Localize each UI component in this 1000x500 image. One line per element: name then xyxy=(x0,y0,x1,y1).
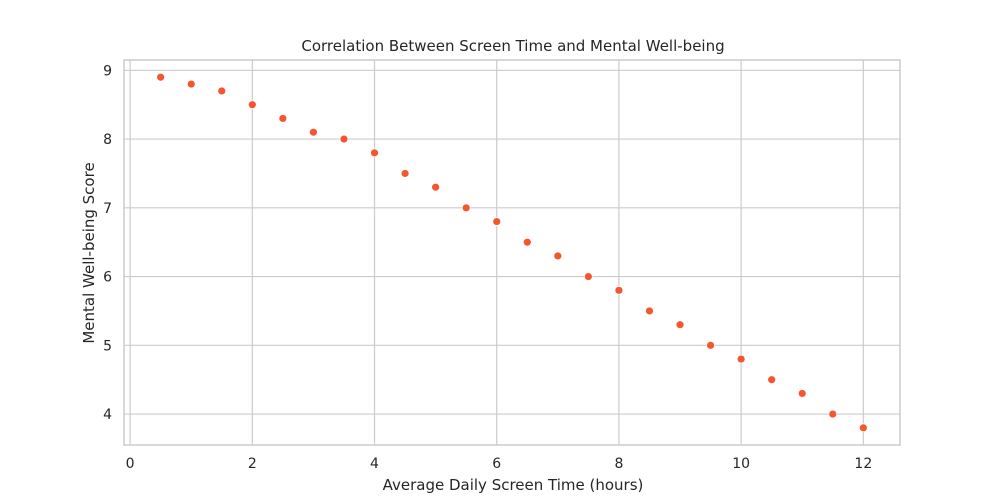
data-point xyxy=(797,389,807,398)
data-point xyxy=(583,272,593,281)
plot-frame xyxy=(123,59,901,446)
x-tick-label: 6 xyxy=(492,456,501,472)
data-point xyxy=(858,423,868,433)
y-tick-labels: 4 5 6 7 8 9 xyxy=(103,63,112,423)
data-point xyxy=(431,182,441,192)
y-tick-label: 8 xyxy=(103,132,112,148)
data-point xyxy=(278,114,288,123)
y-tick-label: 5 xyxy=(103,338,112,354)
data-point xyxy=(522,237,532,247)
chart-title: Correlation Between Screen Time and Ment… xyxy=(301,37,724,55)
data-point xyxy=(553,251,563,261)
data-point xyxy=(461,203,471,213)
y-axis-label: Mental Well-being Score xyxy=(80,162,98,343)
x-tick-label: 8 xyxy=(614,456,623,472)
data-point xyxy=(186,79,196,89)
y-tick-label: 9 xyxy=(103,63,112,79)
data-point xyxy=(767,375,777,385)
x-tick-label: 0 xyxy=(126,456,135,472)
x-tick-label: 10 xyxy=(732,456,750,472)
x-tick-label: 2 xyxy=(248,456,257,472)
x-tick-label: 12 xyxy=(854,456,872,472)
data-points xyxy=(156,72,868,433)
data-point xyxy=(828,409,838,419)
data-point xyxy=(492,217,502,226)
data-point xyxy=(675,320,685,330)
y-tick-label: 6 xyxy=(103,270,112,286)
x-tick-labels: 0 2 4 6 8 10 12 xyxy=(126,456,873,472)
y-tick-label: 4 xyxy=(103,407,112,423)
data-point xyxy=(217,86,227,96)
data-point xyxy=(706,340,715,350)
data-point xyxy=(736,354,746,364)
data-point xyxy=(614,285,624,295)
data-point xyxy=(339,134,349,144)
data-point xyxy=(156,72,166,82)
x-tick-label: 4 xyxy=(370,456,379,472)
data-point xyxy=(370,148,379,158)
data-point xyxy=(247,100,257,110)
data-point xyxy=(400,169,410,178)
y-tick-label: 7 xyxy=(103,201,112,217)
data-point xyxy=(309,127,318,137)
grid-lines xyxy=(124,60,900,445)
data-point xyxy=(645,306,654,316)
x-axis-label: Average Daily Screen Time (hours) xyxy=(383,476,644,494)
